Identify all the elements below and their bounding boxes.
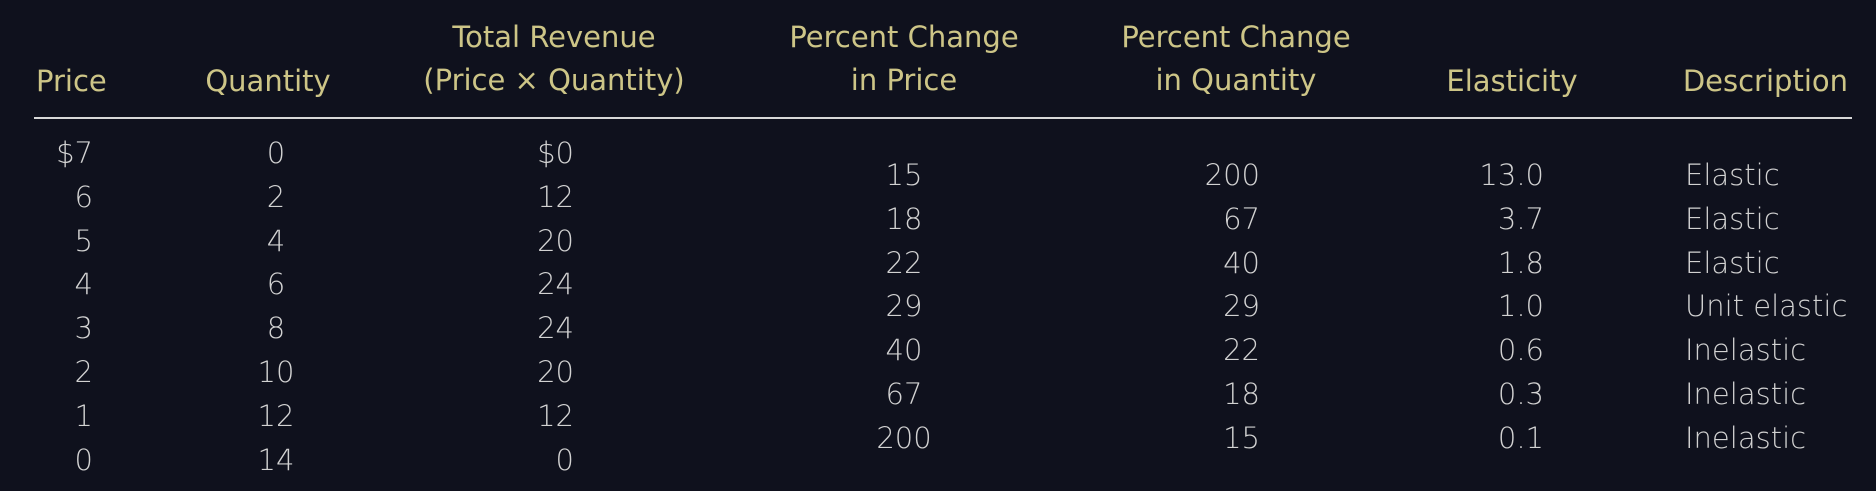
header-price-line-1: Price	[36, 64, 107, 98]
percent-change-quantity-cell: 67	[1223, 201, 1260, 236]
quantity-cell: 10	[257, 355, 295, 389]
header-divider	[34, 117, 1852, 119]
percent-change-price-cell: 200	[876, 420, 932, 455]
description-cell: Elastic	[1685, 245, 1780, 280]
header-percent-change-quantity-line-2: in Quantity	[1155, 63, 1317, 97]
percent-change-quantity-cell: 29	[1223, 289, 1260, 324]
header-description-line-1: Description	[1682, 64, 1848, 98]
header-percent-change-price-line-1: Percent Change	[789, 20, 1019, 54]
elasticity-cell: 0.6	[1497, 333, 1544, 368]
elasticity-cell: 3.7	[1497, 201, 1544, 236]
quantity-cell: 8	[266, 311, 286, 346]
percent-change-quantity-cell: 200	[1204, 158, 1260, 192]
header-total-revenue-line-2: (Price × Quantity)	[423, 63, 685, 97]
header-percent-change-quantity: Percent Change in Quantity	[1121, 16, 1350, 102]
header-quantity: Quantity	[205, 60, 330, 103]
elasticity-cell: 0.1	[1497, 420, 1544, 455]
header-total-revenue: Total Revenue (Price × Quantity)	[423, 16, 684, 102]
quantity-cell: 6	[266, 267, 286, 302]
description-cell: Elastic	[1685, 158, 1780, 192]
header-elasticity-line-1: Elasticity	[1446, 64, 1578, 98]
description-cell: Inelastic	[1685, 377, 1807, 411]
header-percent-change-quantity-line-1: Percent Change	[1121, 20, 1351, 54]
revenue-cell: 24	[537, 311, 574, 346]
price-cell: 5	[74, 223, 93, 258]
header-total-revenue-line-1: Total Revenue	[452, 20, 656, 54]
header-elasticity: Elasticity	[1446, 60, 1577, 103]
revenue-cell: 12	[537, 179, 574, 214]
description-cell: Unit elastic	[1685, 289, 1848, 324]
revenue-cell: 20	[537, 223, 574, 258]
quantity-cell: 2	[266, 179, 286, 214]
percent-change-quantity-cell: 15	[1223, 420, 1260, 455]
price-cell: 3	[74, 311, 93, 346]
elasticity-cell: 1.8	[1497, 245, 1544, 280]
description-cell: Inelastic	[1685, 420, 1807, 455]
header-quantity-line-1: Quantity	[205, 64, 331, 98]
elasticity-cell: 0.3	[1497, 377, 1544, 411]
quantity-cell: 14	[257, 442, 295, 477]
elasticity-cell: 1.0	[1497, 289, 1544, 324]
price-cell: 4	[74, 267, 93, 302]
revenue-cell: 0	[555, 442, 574, 477]
revenue-cell: $0	[537, 136, 574, 170]
percent-change-price-cell: 67	[885, 377, 923, 411]
revenue-cell: 20	[537, 355, 574, 389]
revenue-cell: 12	[537, 398, 574, 433]
price-cell: $7	[56, 136, 93, 170]
percent-change-quantity-cell: 40	[1223, 245, 1260, 280]
quantity-cell: 12	[257, 398, 295, 433]
quantity-cell: 4	[266, 223, 286, 258]
header-percent-change-price-line-2: in Price	[850, 63, 958, 97]
price-cell: 6	[74, 179, 93, 214]
percent-change-quantity-cell: 18	[1223, 377, 1260, 411]
percent-change-price-cell: 22	[885, 245, 923, 280]
header-description: Description	[1683, 60, 1848, 103]
header-percent-change-price: Percent Change in Price	[789, 16, 1018, 102]
quantity-cell: 0	[266, 136, 286, 170]
percent-change-price-cell: 29	[885, 289, 923, 324]
revenue-cell: 24	[537, 267, 574, 302]
percent-change-quantity-cell: 22	[1223, 333, 1260, 368]
percent-change-price-cell: 18	[885, 201, 923, 236]
percent-change-price-cell: 40	[885, 333, 923, 368]
percent-change-price-cell: 15	[885, 158, 923, 192]
price-cell: 0	[74, 442, 93, 477]
description-cell: Elastic	[1685, 201, 1780, 236]
header-price: Price	[36, 60, 107, 103]
price-cell: 2	[74, 355, 93, 389]
price-cell: 1	[74, 398, 93, 433]
elasticity-cell: 13.0	[1479, 158, 1544, 192]
description-cell: Inelastic	[1685, 333, 1807, 368]
